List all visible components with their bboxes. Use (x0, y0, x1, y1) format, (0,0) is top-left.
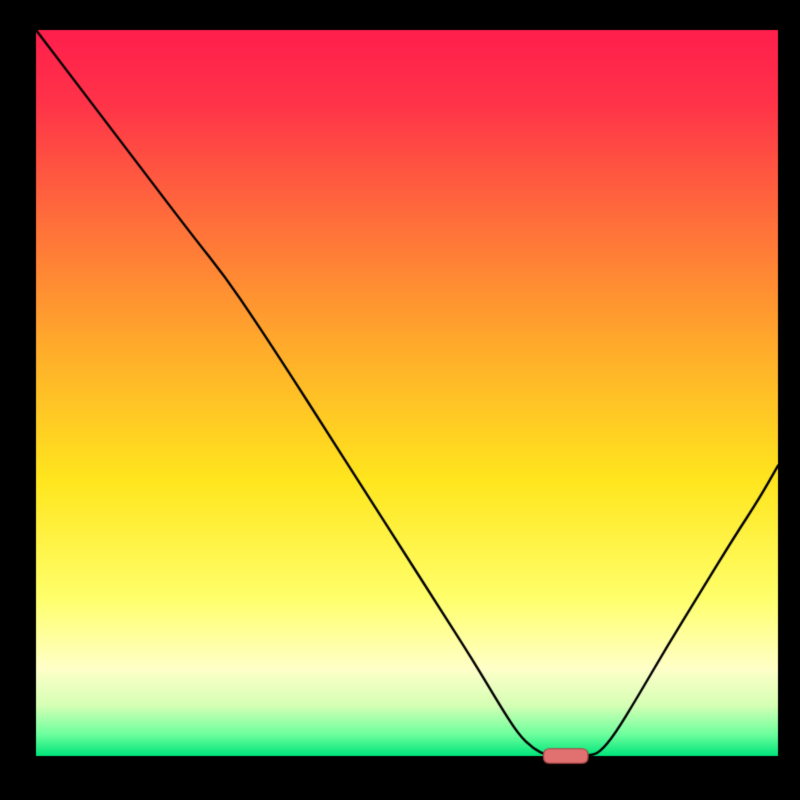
bottleneck-chart (0, 0, 800, 800)
